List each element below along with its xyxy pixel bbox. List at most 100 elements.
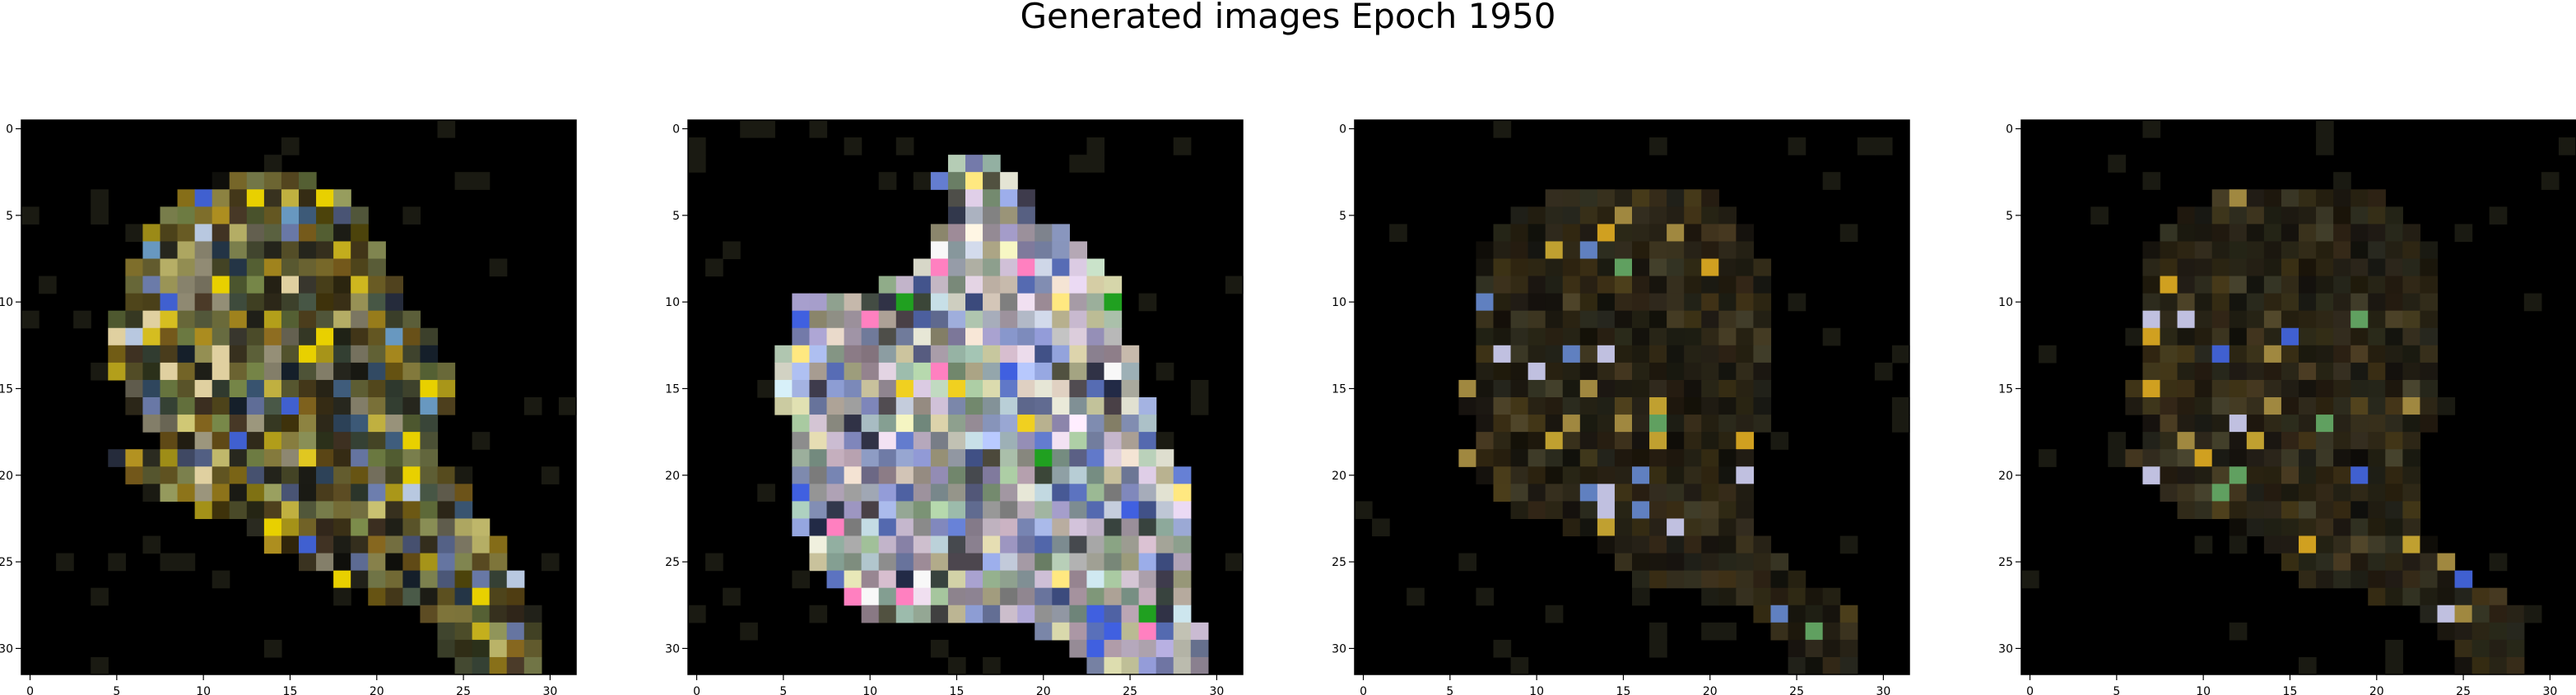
pixel [212, 449, 230, 467]
pixel [316, 535, 334, 554]
pixel [299, 310, 317, 329]
pixel [1000, 553, 1018, 572]
pixel [142, 362, 161, 381]
pixel [809, 484, 828, 502]
pixel [1614, 189, 1633, 207]
pixel [229, 345, 248, 364]
pixel [1770, 553, 1789, 572]
pixel [1545, 327, 1564, 346]
pixel [160, 258, 179, 277]
pixel [2194, 379, 2213, 398]
pixel [333, 276, 351, 294]
pixel [878, 397, 897, 415]
pixel [2402, 276, 2421, 294]
pixel [913, 553, 932, 572]
pixel [1052, 622, 1070, 641]
pixel [2246, 518, 2265, 537]
pixel [2454, 605, 2473, 623]
pixel [2420, 553, 2439, 572]
pixel [246, 327, 265, 346]
pixel [809, 345, 828, 364]
pixel [792, 293, 811, 312]
pixel [2194, 397, 2213, 415]
pixel [1510, 379, 1529, 398]
pixel [2039, 345, 2057, 364]
pixel [229, 276, 248, 294]
pixel [1190, 639, 1209, 658]
pixel [1000, 432, 1018, 450]
pixel [1701, 327, 1719, 346]
pixel [2211, 415, 2230, 433]
pixel [983, 553, 1001, 572]
pixel [333, 397, 351, 415]
pixel [2299, 362, 2317, 381]
pixel [1562, 466, 1581, 484]
pixel [160, 345, 179, 364]
pixel [281, 258, 300, 277]
pixel [965, 276, 983, 294]
pixel [281, 397, 300, 415]
pixel [402, 553, 421, 572]
pixel [2385, 224, 2403, 243]
pixel [1822, 172, 1841, 190]
pixel [1173, 639, 1192, 658]
pixel [1770, 622, 1789, 641]
pixel [1476, 449, 1495, 467]
pixel [2385, 327, 2403, 346]
pixel [1510, 466, 1529, 484]
pixel [2402, 553, 2421, 572]
pixel [351, 484, 369, 502]
pixel [2316, 397, 2334, 415]
y-tick-label: 0 [2006, 123, 2013, 137]
pixel [1667, 241, 1685, 260]
pixel [1701, 501, 1719, 520]
pixel [688, 137, 706, 155]
pixel [2125, 327, 2144, 346]
pixel [947, 172, 966, 190]
pixel [1701, 570, 1719, 589]
pixel [1579, 518, 1598, 537]
pixel [351, 553, 369, 572]
pixel [142, 345, 161, 364]
pixel [333, 189, 351, 207]
pixel [1667, 570, 1685, 589]
pixel [2160, 432, 2178, 450]
pixel [1718, 362, 1737, 381]
pixel [2368, 501, 2386, 520]
pixel [2160, 293, 2178, 312]
pixel [229, 362, 248, 381]
pixel [1597, 397, 1616, 415]
pixel [965, 310, 983, 329]
pixel [2229, 224, 2248, 243]
pixel [489, 622, 508, 641]
pixel [2333, 327, 2351, 346]
pixel [878, 484, 897, 502]
pixel [229, 484, 248, 502]
pixel [1701, 587, 1719, 606]
pixel [2316, 432, 2334, 450]
pixel [826, 570, 845, 589]
pixel [1155, 362, 1174, 381]
x-tick-label: 25 [1123, 685, 1137, 695]
pixel [2420, 415, 2439, 433]
pixel [2281, 310, 2299, 329]
pixel [351, 379, 369, 398]
pixel [792, 397, 811, 415]
pixel [333, 362, 351, 381]
pixel [333, 535, 351, 554]
pixel [1155, 605, 1174, 623]
pixel [142, 241, 161, 260]
pixel [930, 293, 949, 312]
pixel [2350, 518, 2369, 537]
pixel [861, 379, 880, 398]
pixel [263, 241, 282, 260]
pixel [861, 518, 880, 537]
pixel [2385, 466, 2403, 484]
pixel [1017, 605, 1035, 623]
pixel [420, 379, 439, 398]
pixel [913, 466, 932, 484]
pixel [2125, 449, 2144, 467]
pixel [2229, 189, 2248, 207]
pixel [2454, 224, 2473, 243]
